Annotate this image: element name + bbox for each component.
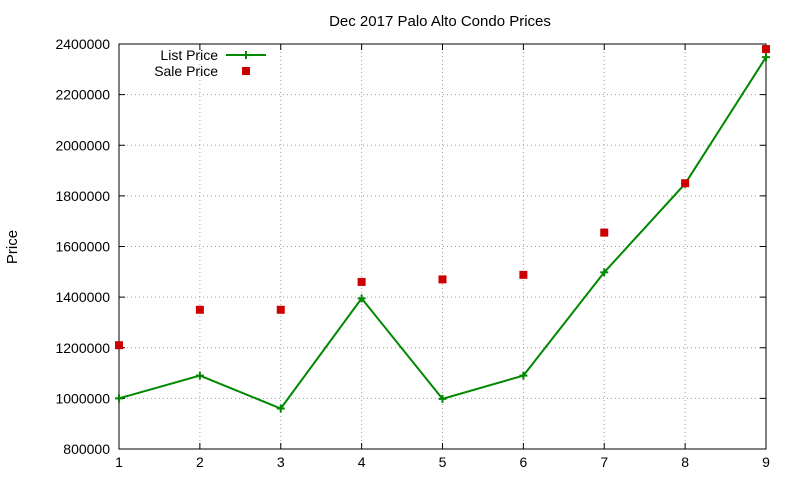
sale-price-point — [762, 45, 770, 54]
sale-price-point — [357, 277, 366, 286]
list-price-point — [519, 371, 528, 380]
x-tick-label: 1 — [115, 454, 123, 470]
chart-title: Dec 2017 Palo Alto Condo Prices — [329, 13, 551, 30]
list-price-point — [276, 404, 285, 413]
list-price-point — [357, 294, 366, 303]
legend-label-list-price: List Price — [160, 47, 218, 63]
list-price-point — [762, 53, 770, 62]
grid-lines — [119, 44, 766, 449]
list-price-point — [600, 268, 609, 277]
y-tick-label: 800000 — [63, 441, 110, 457]
list-price-point — [195, 371, 204, 380]
x-tick-label: 3 — [277, 454, 285, 470]
y-tick-label: 2400000 — [55, 36, 110, 52]
sale-price-point — [276, 305, 285, 314]
legend-marker-sale-price — [242, 67, 250, 75]
y-tick-label: 1400000 — [55, 289, 110, 305]
legend-label-sale-price: Sale Price — [154, 63, 218, 79]
x-tick-label: 7 — [600, 454, 608, 470]
y-tick-label: 2000000 — [55, 137, 110, 153]
axis-ticks: 800000 1000000 1200000 1400000 1600000 180000… — [55, 36, 770, 470]
x-tick-label: 5 — [439, 454, 447, 470]
y-tick-label: 1800000 — [55, 188, 110, 204]
list-price-point — [115, 394, 123, 403]
sale-price-point — [115, 341, 123, 350]
sale-price-point — [600, 228, 609, 237]
sale-price-point — [681, 179, 690, 188]
x-tick-label: 6 — [519, 454, 527, 470]
x-tick-label: 2 — [196, 454, 204, 470]
y-axis-label: Price — [4, 230, 21, 264]
list-price-point — [438, 394, 447, 403]
sale-price-point — [519, 270, 528, 279]
y-tick-label: 1200000 — [55, 340, 110, 356]
y-tick-label: 2200000 — [55, 87, 110, 103]
x-tick-label: 4 — [358, 454, 366, 470]
series-layer — [115, 45, 770, 413]
x-tick-label: 9 — [762, 454, 770, 470]
y-tick-label: 1600000 — [55, 239, 110, 255]
sale-price-point — [438, 275, 447, 284]
x-tick-label: 8 — [681, 454, 689, 470]
sale-price-point — [195, 305, 204, 314]
y-tick-label: 1000000 — [55, 390, 110, 406]
